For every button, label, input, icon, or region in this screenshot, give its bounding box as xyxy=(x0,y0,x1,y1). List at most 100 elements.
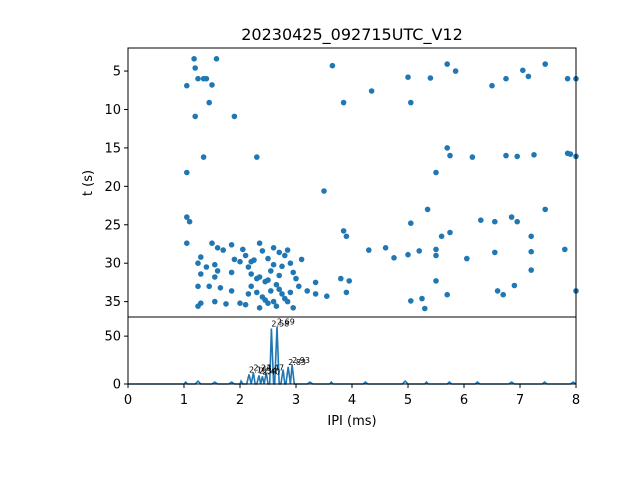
histogram-x-tick-label: 5 xyxy=(404,393,412,408)
histogram-x-tick-label: 0 xyxy=(124,393,132,408)
scatter-point xyxy=(416,248,423,254)
scatter-point xyxy=(192,65,198,71)
scatter-point xyxy=(528,248,534,255)
scatter-point xyxy=(287,260,294,267)
scatter-point xyxy=(343,289,350,296)
scatter-point xyxy=(184,214,190,220)
scatter-point xyxy=(184,82,190,89)
scatter-point xyxy=(253,154,260,160)
scatter-point xyxy=(427,75,434,81)
scatter-point xyxy=(198,254,204,260)
scatter-point xyxy=(511,282,518,289)
scatter-point xyxy=(447,152,453,159)
scatter-point xyxy=(503,75,509,82)
scatter-point xyxy=(213,56,220,62)
scatter-point xyxy=(206,283,212,290)
scatter-point xyxy=(191,56,197,62)
peak-label: 2.34 xyxy=(259,366,277,375)
peak-label: 2.16 xyxy=(249,365,267,374)
scatter-point xyxy=(408,99,414,106)
scatter-point xyxy=(268,268,274,274)
peak-label: 2.47 xyxy=(266,364,284,373)
scatter-y-tick-label: 15 xyxy=(104,141,121,156)
scatter-point xyxy=(273,281,280,288)
scatter-point xyxy=(279,263,285,270)
scatter-y-tick-label: 10 xyxy=(104,103,121,118)
peak-label: 2.69 xyxy=(277,318,295,327)
scatter-y-tick-label: 5 xyxy=(113,65,121,80)
scatter-point xyxy=(184,169,190,176)
scatter-point xyxy=(366,247,372,253)
scatter-point xyxy=(276,272,283,279)
scatter-point xyxy=(195,283,201,290)
scatter-point xyxy=(293,275,299,282)
scatter-point xyxy=(433,169,439,176)
scatter-point xyxy=(492,218,498,225)
histogram-x-tick-label: 4 xyxy=(348,393,356,408)
histogram-x-tick-label: 8 xyxy=(572,393,580,408)
scatter-point xyxy=(343,233,350,240)
scatter-point xyxy=(329,62,336,69)
histogram-x-ticks: 0 1 2 3 4 5 6 7 8 xyxy=(124,384,580,408)
scatter-point xyxy=(500,291,507,298)
scatter-point xyxy=(494,288,501,294)
scatter-point xyxy=(228,242,235,248)
scatter-y-tick-label: 30 xyxy=(104,257,121,272)
peak-label: 2.58 xyxy=(271,320,289,329)
scatter-point xyxy=(405,74,411,80)
scatter-point xyxy=(312,291,319,297)
scatter-point xyxy=(228,269,235,276)
histogram-y-tick-label: 50 xyxy=(104,330,121,345)
scatter-point xyxy=(214,245,221,251)
peak-label: 2.40 xyxy=(262,367,280,376)
scatter-point xyxy=(368,88,375,94)
scatter-point xyxy=(531,152,537,158)
scatter-point xyxy=(212,261,218,268)
scatter-point xyxy=(405,251,411,258)
scatter-point xyxy=(262,297,269,303)
scatter-point xyxy=(270,261,277,268)
scatter-point xyxy=(198,271,204,277)
scatter-point xyxy=(438,233,445,240)
scatter-point xyxy=(542,206,548,213)
histogram-y-ticks: 0 50 xyxy=(104,330,128,393)
scatter-point xyxy=(282,252,288,259)
scatter-point xyxy=(240,246,246,253)
histogram-x-tick-label: 7 xyxy=(516,393,524,408)
scatter-point xyxy=(212,298,218,305)
scatter-point xyxy=(444,145,451,151)
scatter-point xyxy=(245,291,252,297)
scatter-y-axis-label: t (s) xyxy=(81,170,96,196)
scatter-point xyxy=(195,260,201,267)
scatter-point xyxy=(290,305,297,311)
scatter-point xyxy=(433,246,439,253)
histogram-x-tick-label: 3 xyxy=(292,393,300,408)
scatter-point xyxy=(514,153,520,160)
scatter-point xyxy=(203,75,210,82)
scatter-point xyxy=(209,240,215,246)
scatter-point xyxy=(321,188,327,194)
scatter-panel: 20230425_092715UTC_V12 5 10 15 20 25 30 35 t (… xyxy=(81,25,579,318)
scatter-points xyxy=(184,56,579,312)
scatter-y-ticks: 5 10 15 20 25 30 35 xyxy=(104,65,128,310)
scatter-point xyxy=(228,288,235,294)
scatter-point xyxy=(245,264,252,270)
scatter-point xyxy=(284,247,291,253)
scatter-point xyxy=(422,305,428,312)
scatter-point xyxy=(382,245,389,251)
scatter-point xyxy=(340,99,347,106)
scatter-point xyxy=(520,67,526,74)
histogram-y-tick-label: 0 xyxy=(113,378,121,393)
scatter-point xyxy=(525,73,532,80)
scatter-point xyxy=(270,298,277,305)
scatter-point xyxy=(419,295,425,302)
scatter-point xyxy=(444,61,451,67)
scatter-point xyxy=(273,303,280,310)
scatter-point xyxy=(338,275,344,282)
peak-label: 2.83 xyxy=(288,358,306,367)
scatter-point xyxy=(251,257,257,263)
scatter-point xyxy=(192,113,198,120)
scatter-point xyxy=(298,256,305,263)
